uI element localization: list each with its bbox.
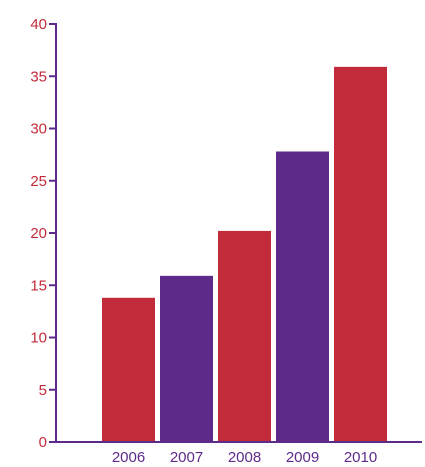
y-tick-label-25: 25 [30, 173, 47, 190]
y-tick-label-40: 40 [30, 16, 47, 33]
x-tick-label-2006: 2006 [112, 449, 145, 466]
x-tick-label-2008: 2008 [228, 449, 261, 466]
x-tick-label-2007: 2007 [170, 449, 203, 466]
y-tick-label-5: 5 [39, 382, 47, 399]
bar-2008 [218, 230, 271, 442]
y-tick-label-15: 15 [30, 277, 47, 294]
bar-2009 [276, 151, 329, 443]
bar-2010 [334, 66, 387, 442]
y-tick-label-20: 20 [30, 225, 47, 242]
x-tick-label-2009: 2009 [286, 449, 319, 466]
y-tick-label-30: 30 [30, 121, 47, 138]
x-tick-label-2010: 2010 [344, 449, 377, 466]
y-tick-label-35: 35 [30, 68, 47, 85]
y-tick-label-10: 10 [30, 330, 47, 347]
y-axis: 0 5 10 15 20 25 30 35 40 [30, 16, 57, 451]
bar-2006 [102, 297, 155, 442]
bars-group [102, 66, 387, 443]
x-axis: 2006 2007 2008 2009 2010 [55, 441, 422, 466]
y-tick-label-0: 0 [39, 434, 47, 451]
bar-2007 [160, 275, 213, 442]
